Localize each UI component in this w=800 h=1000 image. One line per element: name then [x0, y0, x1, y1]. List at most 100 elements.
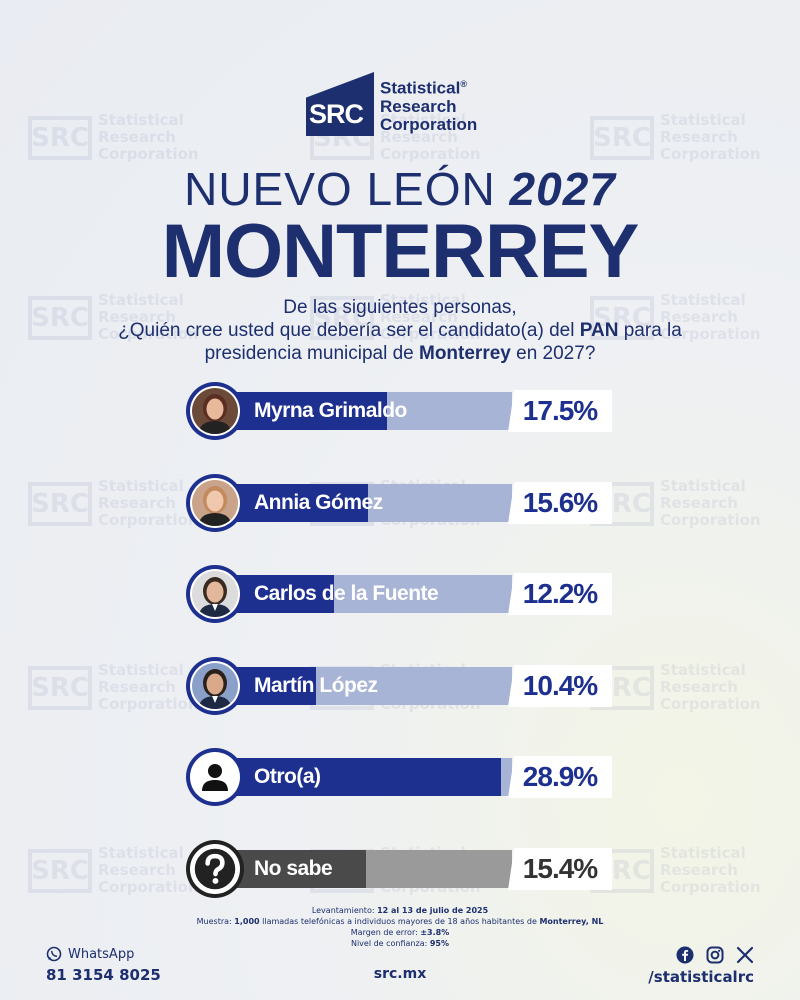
watermark-mark: SRC [590, 115, 654, 160]
election-year: 2027 [509, 163, 616, 215]
chart-row: Martín López 10.4% [186, 657, 612, 715]
question-line-3: presidencia municipal de Monterrey en 20… [0, 342, 800, 365]
logo-line-1: Statistical [380, 79, 461, 98]
chart-row: Carlos de la Fuente 12.2% [186, 565, 612, 623]
methodology-note: Levantamiento: 12 al 13 de julio de 2025… [0, 905, 800, 949]
watermark-line: Corporation [98, 145, 199, 163]
watermark-line: Statistical [660, 477, 746, 495]
value-label: 12.2% [508, 573, 612, 615]
bar-track [212, 758, 512, 796]
city-name-bold: Monterrey [419, 343, 511, 364]
watermark-line: Corporation [98, 511, 199, 529]
state-name: NUEVO LEÓN [184, 163, 496, 215]
watermark-line: Research [660, 678, 738, 696]
state-title: NUEVO LEÓN 2027 [0, 162, 800, 216]
whatsapp-number: 81 3154 8025 [46, 966, 161, 984]
value-label: 17.5% [508, 390, 612, 432]
sample-city: Monterrey, NL [539, 917, 604, 926]
sample-label: Muestra: [196, 917, 232, 926]
watermark-line: Corporation [660, 145, 761, 163]
question-mark-icon [194, 848, 236, 890]
registered-mark: ® [460, 79, 467, 90]
watermark-line: Research [98, 128, 176, 146]
confidence-label: Nivel de confianza: [350, 939, 428, 948]
category-label: Carlos de la Fuente [254, 582, 439, 605]
watermark-line: Corporation [660, 878, 761, 896]
watermark-line: Statistical [98, 661, 184, 679]
watermark-line: Corporation [380, 145, 481, 163]
candidate-photo [192, 663, 238, 709]
sample-size: 1,000 [234, 917, 260, 926]
question-line-1: De las siguientes personas, [283, 297, 517, 318]
candidate-avatar [186, 565, 244, 623]
party-name: PAN [579, 320, 619, 341]
candidate-photo [192, 571, 238, 617]
chart-row: Otro(a) 28.9% [186, 748, 612, 806]
watermark-line: Research [660, 128, 738, 146]
watermark-mark: SRC [28, 665, 92, 710]
social-links: /statisticalrc [648, 946, 754, 986]
value-label: 15.6% [508, 482, 612, 524]
watermark-mark: SRC [28, 115, 92, 160]
candidate-photo [192, 388, 238, 434]
watermark-line: Statistical [98, 844, 184, 862]
person-icon [202, 764, 228, 791]
question-line-2-end: para la [618, 320, 682, 341]
watermark-line: Statistical [660, 844, 746, 862]
facebook-icon[interactable] [676, 946, 694, 964]
category-label: Martín López [254, 674, 378, 697]
question-line-2: ¿Quién cree usted que debería ser el can… [0, 319, 800, 342]
chart-row: No sabe 15.4% [186, 840, 612, 898]
logo-line-2: Research [380, 97, 457, 116]
chart-row: Annia Gómez 15.6% [186, 474, 612, 532]
value-label: 15.4% [508, 848, 612, 890]
watermark-line: Research [98, 861, 176, 879]
margin-label: Margen de error: [350, 928, 418, 937]
watermark-line: Corporation [660, 511, 761, 529]
sample-description: llamadas telefónicas a individuos mayore… [259, 917, 540, 926]
category-label: No sabe [254, 857, 333, 880]
candidate-photo [192, 480, 238, 526]
whatsapp-icon [46, 946, 62, 962]
watermark-line: Statistical [98, 111, 184, 129]
watermark-line: Statistical [660, 111, 746, 129]
fieldwork-label: Levantamiento: [311, 906, 375, 915]
bar-fill [212, 758, 501, 796]
logo-mark: SRC [306, 72, 374, 136]
bar-track [212, 667, 512, 705]
watermark-line: Research [98, 678, 176, 696]
candidate-avatar [186, 382, 244, 440]
watermark-line: Research [660, 861, 738, 879]
logo-line-3: Corporation [380, 115, 478, 134]
confidence-value: 95% [429, 939, 450, 948]
social-handle: /statisticalrc [648, 968, 754, 986]
chart-row: Myrna Grimaldo 17.5% [186, 382, 612, 440]
watermark-line: Corporation [98, 878, 199, 896]
website-link[interactable]: src.mx [373, 966, 427, 982]
watermark-line: Research [98, 494, 176, 512]
value-label: 28.9% [508, 756, 612, 798]
question-line-3-end: en 2027? [510, 343, 596, 364]
fieldwork-dates: 12 al 13 de julio de 2025 [377, 906, 489, 915]
whatsapp-contact[interactable]: WhatsApp 81 3154 8025 [46, 946, 161, 985]
watermark-line: Statistical [98, 477, 184, 495]
candidate-avatar [186, 474, 244, 532]
watermark-line: Corporation [98, 695, 199, 713]
value-label: 10.4% [508, 665, 612, 707]
x-icon[interactable] [736, 946, 754, 964]
instagram-icon[interactable] [706, 946, 724, 964]
